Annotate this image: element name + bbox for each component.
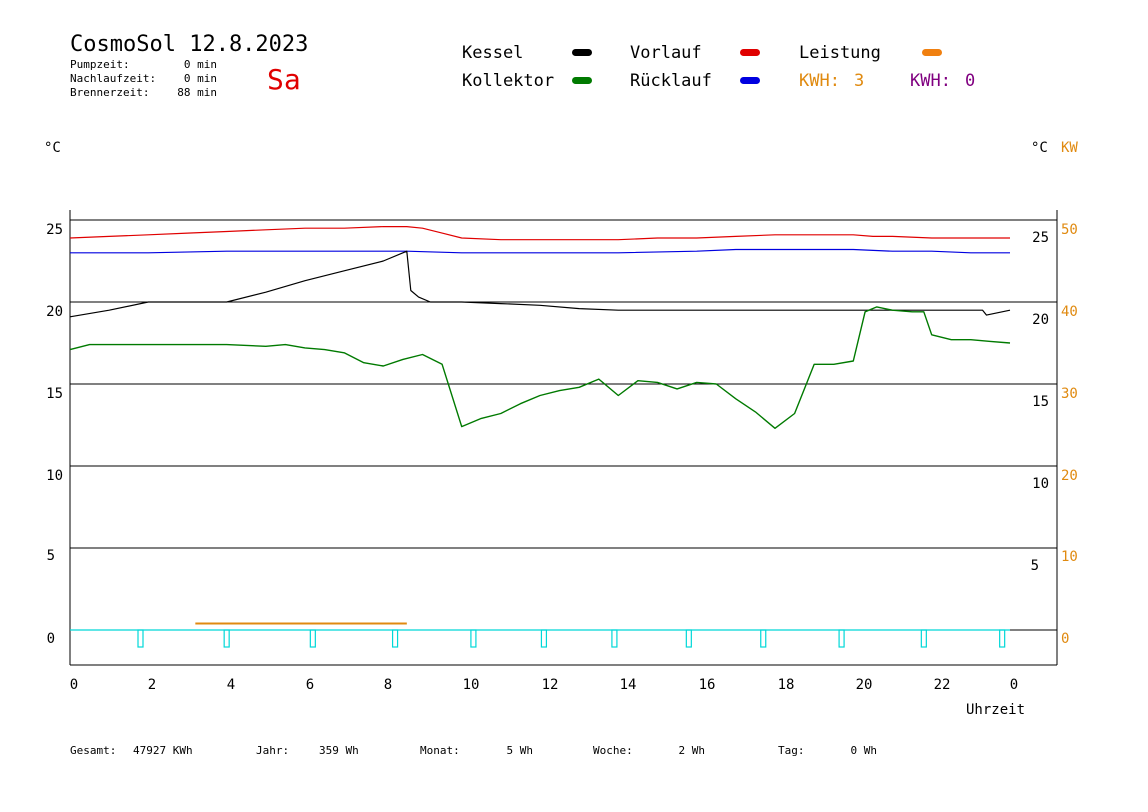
pump-marker-4 [470,629,477,648]
stat-label-brennerzeit: Brennerzeit: [70,86,149,99]
left-tick-25: 25 [46,222,63,238]
left-tick-10: 10 [46,468,63,484]
right-tick-kw-30: 30 [1061,386,1078,402]
right-tick-c-25: 25 [1032,230,1049,246]
kwh-value-leistung: 3 [854,71,864,91]
legend-swatch-kessel [572,49,592,56]
total-value-gesamt: 47927 KWh [133,744,193,757]
gridlines [70,219,1057,631]
x-tick-20: 20 [856,677,873,693]
stat-label-pumpzeit: Pumpzeit: [70,58,130,71]
x-tick-12: 12 [542,677,559,693]
x-tick-0: 0 [70,677,78,693]
series-ruecklauf [70,248,1010,254]
pump-marker-8 [760,629,767,648]
legend-swatch-vorlauf [740,49,760,56]
total-label-monat: Monat: [420,744,460,757]
total-label-jahr: Jahr: [256,744,289,757]
right-axis-ticks-kw: 50 40 30 20 10 0 [1061,222,1078,647]
kwh-label-secondary: KWH: [910,71,951,91]
left-tick-15: 15 [46,386,63,402]
kwh-value-secondary: 0 [965,71,975,91]
stat-value-nachlaufzeit: 0 min [184,72,217,85]
pump-marker-2 [309,629,316,648]
total-value-tag: 0 Wh [851,744,878,757]
legend-swatch-ruecklauf [740,77,760,84]
series-kollektor [69,306,1011,429]
chart-title: CosmoSol 12.8.2023 [70,32,308,57]
right-tick-c-15: 15 [1032,394,1049,410]
pump-marker-11 [999,629,1006,648]
right-tick-kw-20: 20 [1061,468,1078,484]
x-tick-6: 6 [306,677,314,693]
right-tick-kw-40: 40 [1061,304,1078,320]
weekday-label: Sa [267,63,301,96]
x-tick-16: 16 [699,677,716,693]
pump-marker-7 [685,629,692,648]
right-unit-label-kw: KW [1061,140,1078,156]
x-tick-22: 22 [934,677,951,693]
total-value-woche: 2 Wh [679,744,706,757]
pump-marker-0 [137,629,144,648]
right-tick-c-5: 5 [1031,558,1039,574]
pump-marker-6 [611,629,618,648]
series-vorlauf [69,226,1010,241]
stat-value-pumpzeit: 0 min [184,58,217,71]
x-axis-label: Uhrzeit [966,702,1025,718]
legend: Kessel Vorlauf Leistung Kollektor Rückla… [462,43,975,91]
x-tick-24: 0 [1010,677,1018,693]
right-tick-kw-10: 10 [1061,549,1078,565]
x-tick-4: 4 [227,677,235,693]
x-tick-10: 10 [463,677,480,693]
total-value-monat: 5 Wh [507,744,534,757]
legend-label-kollektor: Kollektor [462,71,554,91]
legend-label-kessel: Kessel [462,43,523,63]
pump-marker-9 [838,629,845,648]
legend-label-leistung: Leistung [799,43,881,63]
right-tick-c-10: 10 [1032,476,1049,492]
total-label-gesamt: Gesamt: [70,744,116,757]
left-tick-20: 20 [46,304,63,320]
right-tick-c-20: 20 [1032,312,1049,328]
legend-label-ruecklauf: Rücklauf [630,71,712,91]
legend-swatch-kollektor [572,77,592,84]
stat-value-brennerzeit: 88 min [177,86,217,99]
left-axis-ticks: 25 20 15 10 5 0 [46,222,63,647]
pump-marker-5 [540,629,548,648]
left-unit-label: °C [44,140,61,156]
right-axis-ticks-celsius: 25 20 15 10 5 [1031,230,1049,574]
x-axis-ticks: 0 2 4 6 8 10 12 14 16 18 20 22 0 [70,677,1018,693]
energy-totals: Gesamt: 47927 KWh Jahr: 359 Wh Monat: 5 … [70,744,877,757]
total-label-woche: Woche: [593,744,633,757]
left-tick-0: 0 [47,631,55,647]
pump-marker-1 [223,629,230,648]
stat-label-nachlaufzeit: Nachlaufzeit: [70,72,156,85]
pump-marker-3 [391,629,399,648]
right-unit-label: °C [1031,140,1048,156]
pump-marker-10 [920,629,927,648]
x-tick-14: 14 [620,677,637,693]
total-label-tag: Tag: [778,744,805,757]
x-tick-2: 2 [148,677,156,693]
x-tick-8: 8 [384,677,392,693]
right-tick-kw-0: 0 [1061,631,1069,647]
series-layer [69,226,1011,648]
kwh-label-leistung: KWH: [799,71,840,91]
legend-label-vorlauf: Vorlauf [630,43,702,63]
left-tick-5: 5 [47,548,55,564]
right-tick-kw-50: 50 [1061,222,1078,238]
runtime-stats: Pumpzeit: 0 min Nachlaufzeit: 0 min Bren… [70,58,217,99]
total-value-jahr: 359 Wh [319,744,359,757]
x-tick-18: 18 [778,677,795,693]
series-kessel [69,250,1011,318]
legend-swatch-leistung [922,49,942,56]
